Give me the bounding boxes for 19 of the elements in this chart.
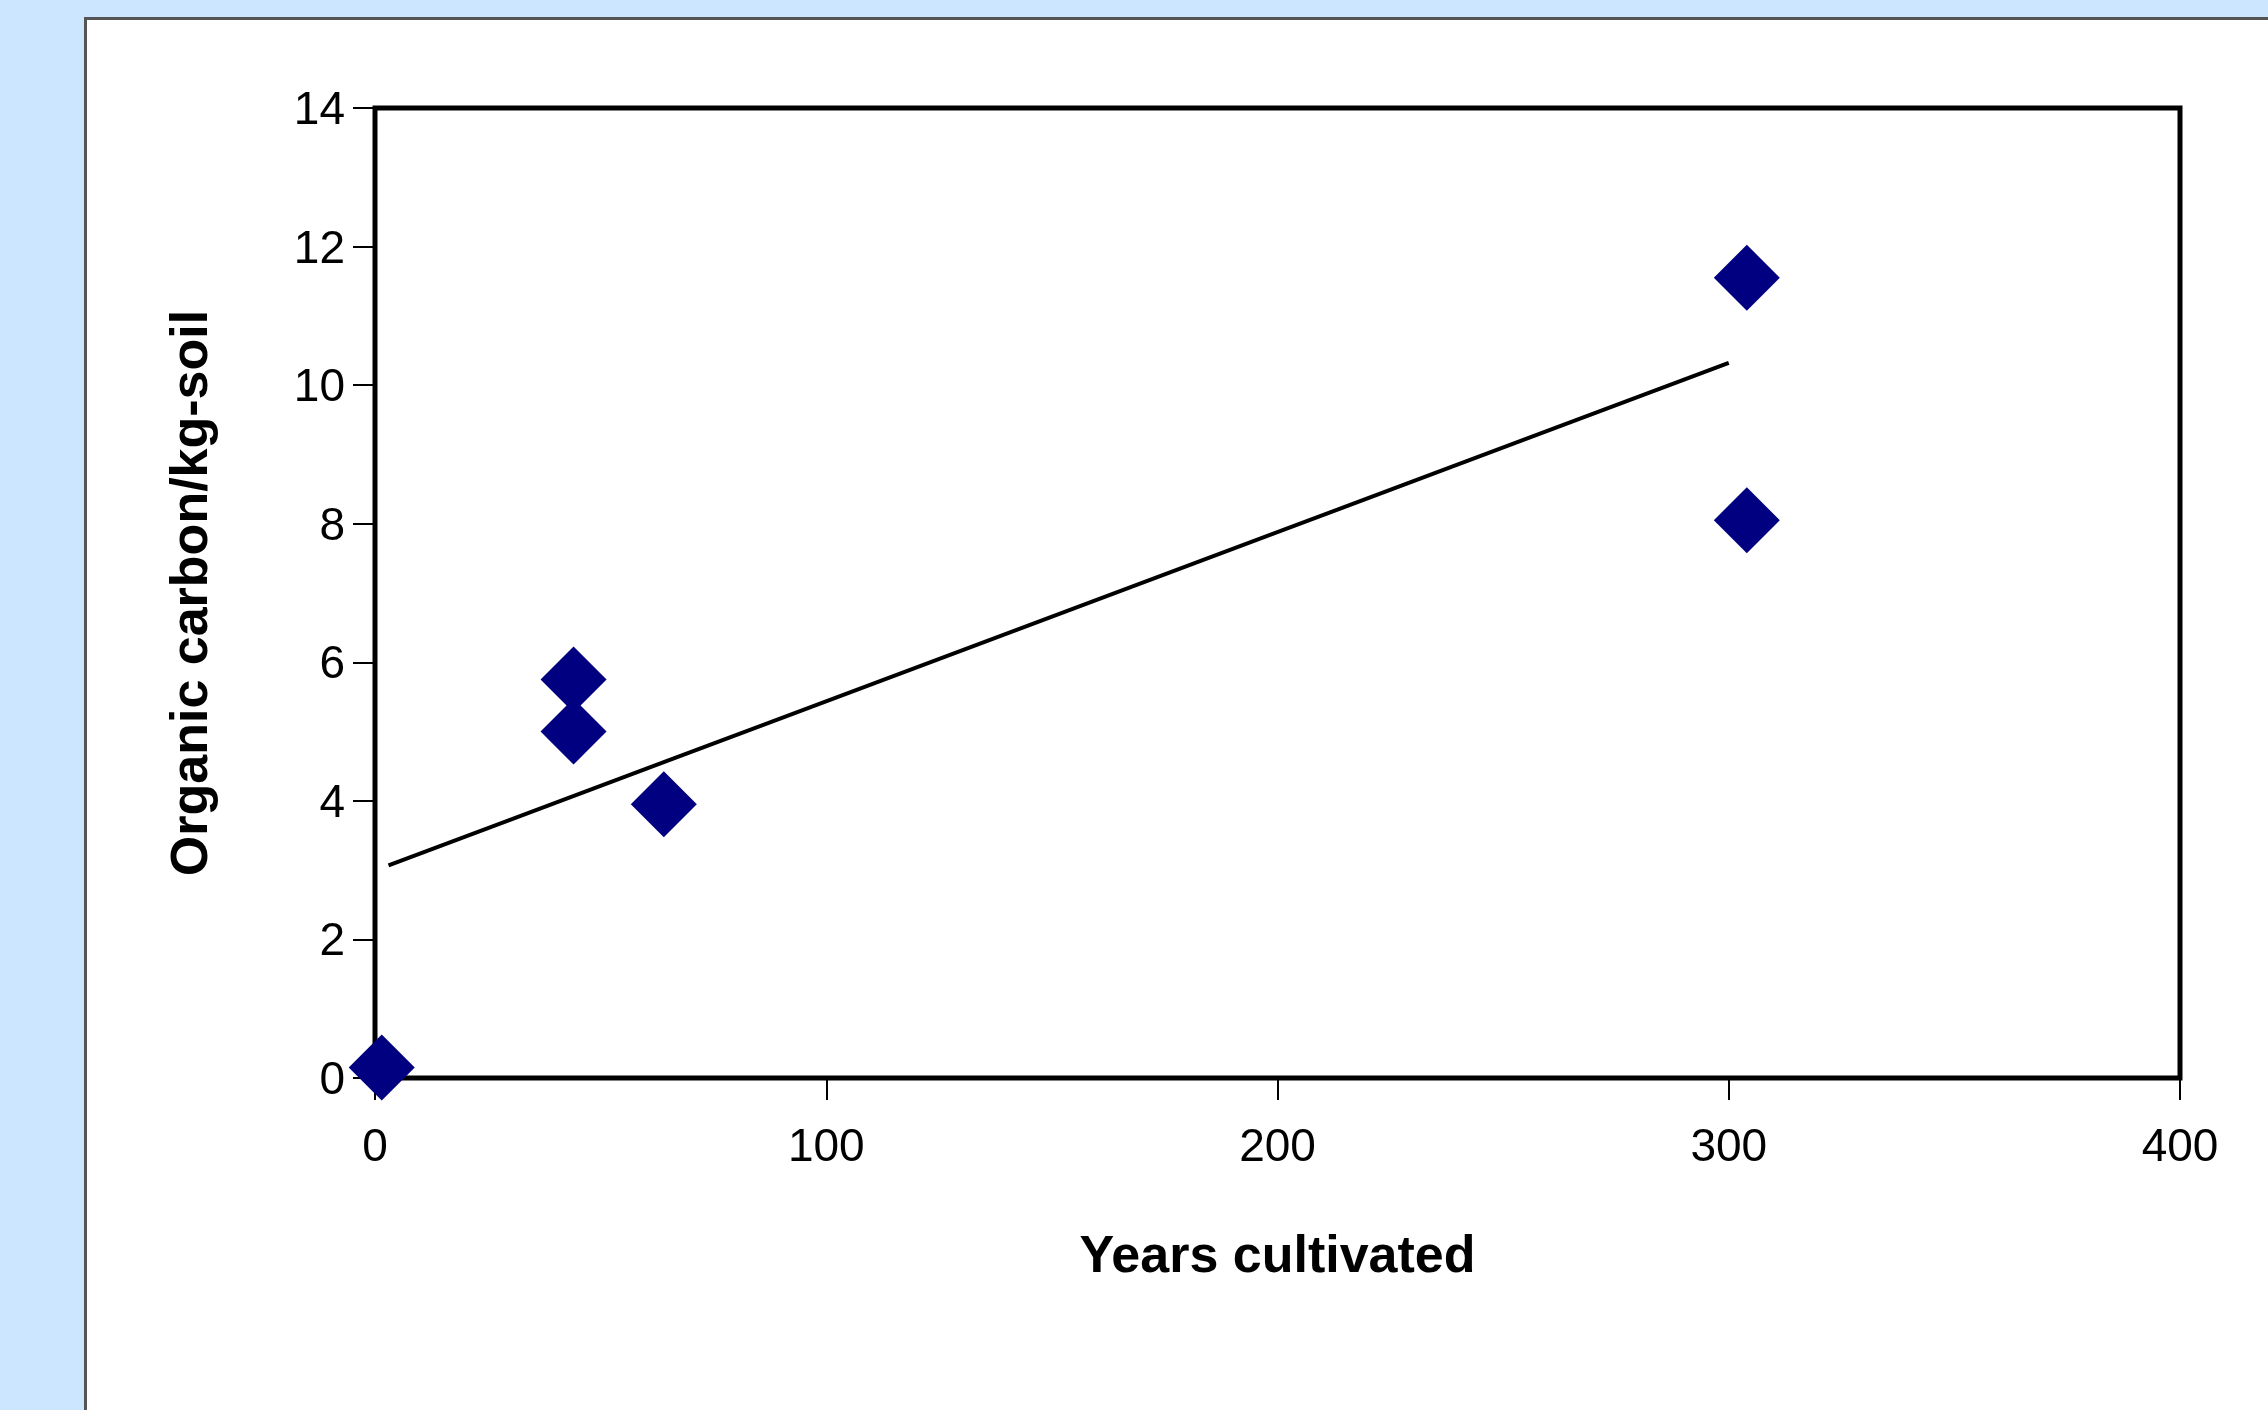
y-axis-title: Organic carbon/kg-soil: [160, 309, 218, 877]
x-tick-label: 0: [362, 1119, 388, 1171]
x-tick-label: 300: [1690, 1119, 1768, 1171]
y-tick-label: 10: [293, 359, 345, 412]
point: [1713, 487, 1780, 554]
point: [1713, 244, 1780, 311]
point: [630, 771, 697, 838]
x-tick-label: 400: [2141, 1119, 2219, 1171]
x-tick-label: 200: [1239, 1119, 1316, 1171]
x-tick-label: 100: [787, 1119, 865, 1171]
y-tick-label: 12: [293, 220, 345, 273]
y-tick-label: 6: [319, 636, 345, 689]
y-tick-label: 8: [319, 497, 345, 550]
x-axis-title: Years cultivated: [1079, 1225, 1476, 1283]
y-tick-label: 14: [293, 82, 345, 134]
point: [348, 1034, 415, 1101]
y-tick-label: 2: [319, 913, 345, 966]
y-tick-label: 0: [319, 1052, 345, 1104]
y-tick-label: 4: [319, 774, 345, 827]
